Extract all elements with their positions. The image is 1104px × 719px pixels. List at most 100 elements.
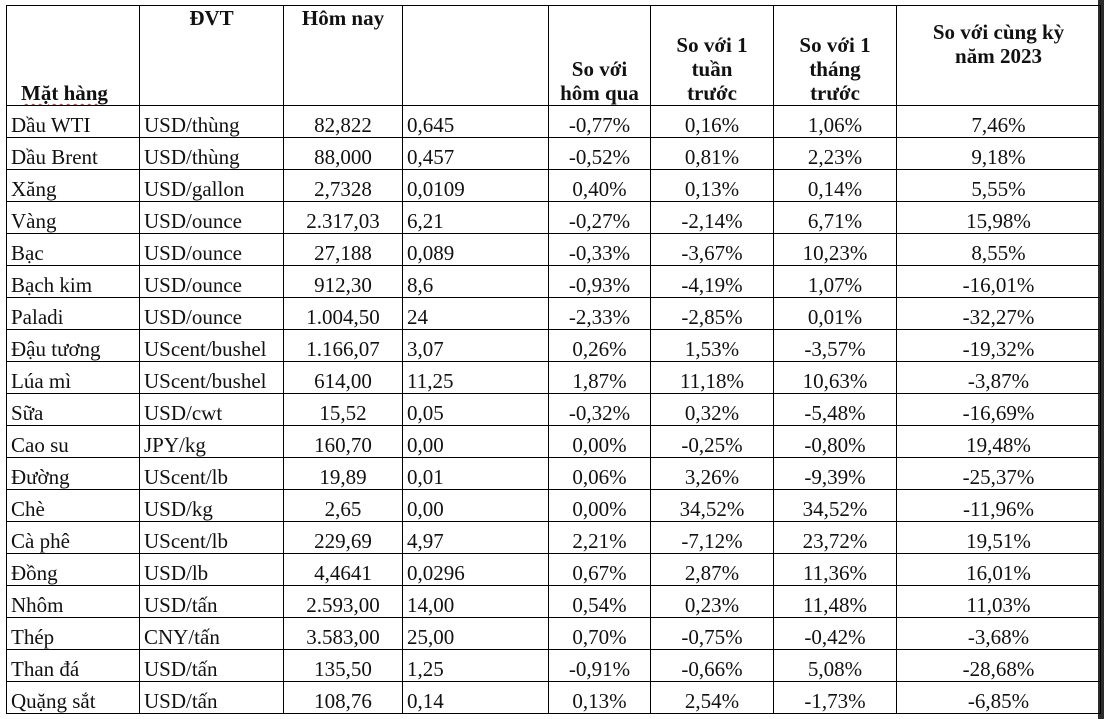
header-vs-year-line2: năm 2023: [955, 44, 1042, 68]
cell-item: Đường: [6, 457, 140, 490]
header-vs-month: So với 1 tháng trước: [773, 5, 897, 106]
cell-item: Đậu tương: [6, 329, 140, 362]
cell-vs-month: 10,63%: [773, 361, 897, 394]
cell-vs-year: 8,55%: [896, 233, 1101, 266]
cell-vs-month: 11,36%: [773, 553, 897, 586]
cell-today: 2.593,00: [283, 585, 403, 618]
cell-item: Quặng sắt: [6, 681, 140, 714]
cell-vs-year: -6,85%: [896, 681, 1101, 714]
cell-change: 0,089: [402, 233, 549, 266]
table-row: Lúa mì UScent/bushel 614,00 11,25 1,87% …: [6, 361, 1101, 394]
cell-vs-year: -28,68%: [896, 649, 1101, 682]
header-vs-week-line3: trước: [687, 81, 737, 105]
cell-today: 1.004,50: [283, 297, 403, 330]
header-today-label: Hôm nay: [301, 6, 385, 31]
cell-item: Nhôm: [6, 585, 140, 618]
cell-unit: USD/ounce: [139, 297, 284, 330]
cell-change: 14,00: [402, 585, 549, 618]
cell-change: 0,05: [402, 393, 549, 426]
cell-item: Thép: [6, 617, 140, 650]
cell-vs-year: 15,98%: [896, 201, 1101, 234]
cell-unit: USD/tấn: [139, 585, 284, 618]
cell-unit: USD/ounce: [139, 201, 284, 234]
table-row: Đồng USD/lb 4,4641 0,0296 0,67% 2,87% 11…: [6, 553, 1101, 586]
cell-vs-yesterday: -0,91%: [548, 649, 651, 682]
cell-vs-week: 0,23%: [650, 585, 774, 618]
header-vs-week: So với 1 tuần trước: [650, 5, 774, 106]
cell-change: 24: [402, 297, 549, 330]
cell-today: 27,188: [283, 233, 403, 266]
table-row: Đường UScent/lb 19,89 0,01 0,06% 3,26% -…: [6, 457, 1101, 490]
header-vs-month-line1: So với 1: [799, 33, 871, 57]
cell-vs-week: 34,52%: [650, 489, 774, 522]
cell-change: 0,645: [402, 105, 549, 138]
cell-unit: USD/ounce: [139, 233, 284, 266]
cell-vs-week: -2,85%: [650, 297, 774, 330]
cell-item: Cao su: [6, 425, 140, 458]
cell-vs-yesterday: 0,13%: [548, 681, 651, 714]
cell-today: 2,65: [283, 489, 403, 522]
cell-vs-yesterday: 0,67%: [548, 553, 651, 586]
cell-unit: USD/gallon: [139, 169, 284, 202]
cell-vs-year: 19,51%: [896, 521, 1101, 554]
cell-vs-month: 0,01%: [773, 297, 897, 330]
cell-unit: USD/tấn: [139, 681, 284, 714]
cell-vs-year: 5,55%: [896, 169, 1101, 202]
cell-change: 6,21: [402, 201, 549, 234]
cell-vs-month: 0,14%: [773, 169, 897, 202]
cell-change: 8,6: [402, 265, 549, 298]
cell-today: 88,000: [283, 137, 403, 170]
table-row: Dầu Brent USD/thùng 88,000 0,457 -0,52% …: [6, 137, 1101, 170]
cell-today: 19,89: [283, 457, 403, 490]
cell-unit: USD/ounce: [139, 265, 284, 298]
cell-vs-year: -16,01%: [896, 265, 1101, 298]
cell-vs-yesterday: -2,33%: [548, 297, 651, 330]
cell-vs-month: 6,71%: [773, 201, 897, 234]
cell-vs-yesterday: -0,52%: [548, 137, 651, 170]
cell-vs-month: 23,72%: [773, 521, 897, 554]
cell-vs-yesterday: 0,54%: [548, 585, 651, 618]
cell-vs-month: 11,48%: [773, 585, 897, 618]
cell-unit: UScent/bushel: [139, 361, 284, 394]
cell-vs-year: -3,68%: [896, 617, 1101, 650]
cell-vs-year: -3,87%: [896, 361, 1101, 394]
cell-vs-week: 2,87%: [650, 553, 774, 586]
cell-vs-year: 16,01%: [896, 553, 1101, 586]
cell-unit: USD/lb: [139, 553, 284, 586]
cell-item: Than đá: [6, 649, 140, 682]
cell-vs-year: 19,48%: [896, 425, 1101, 458]
table-row: Sữa USD/cwt 15,52 0,05 -0,32% 0,32% -5,4…: [6, 393, 1101, 426]
table-row: Bạc USD/ounce 27,188 0,089 -0,33% -3,67%…: [6, 233, 1101, 266]
cell-vs-week: -0,75%: [650, 617, 774, 650]
cell-today: 108,76: [283, 681, 403, 714]
cell-vs-week: 3,26%: [650, 457, 774, 490]
table-row: Paladi USD/ounce 1.004,50 24 -2,33% -2,8…: [6, 297, 1101, 330]
cell-vs-month: 1,07%: [773, 265, 897, 298]
header-vs-month-line2: tháng: [809, 57, 861, 81]
cell-unit: USD/thùng: [139, 105, 284, 138]
cell-vs-week: -3,67%: [650, 233, 774, 266]
cell-item: Lúa mì: [6, 361, 140, 394]
cell-vs-week: -7,12%: [650, 521, 774, 554]
cell-vs-month: 10,23%: [773, 233, 897, 266]
table-row: Than đá USD/tấn 135,50 1,25 -0,91% -0,66…: [6, 649, 1101, 682]
table-row: Dầu WTI USD/thùng 82,822 0,645 -0,77% 0,…: [6, 105, 1101, 138]
cell-today: 229,69: [283, 521, 403, 554]
header-unit: ĐVT: [139, 5, 284, 106]
cell-change: 0,457: [402, 137, 549, 170]
cell-item: Xăng: [6, 169, 140, 202]
table-row: Quặng sắt USD/tấn 108,76 0,14 0,13% 2,54…: [6, 681, 1101, 714]
cell-vs-month: 34,52%: [773, 489, 897, 522]
cell-vs-week: 11,18%: [650, 361, 774, 394]
cell-vs-week: 0,13%: [650, 169, 774, 202]
cell-today: 4,4641: [283, 553, 403, 586]
cell-unit: UScent/bushel: [139, 329, 284, 362]
cell-vs-year: -25,37%: [896, 457, 1101, 490]
cell-change: 3,07: [402, 329, 549, 362]
table-row: Thép CNY/tấn 3.583,00 25,00 0,70% -0,75%…: [6, 617, 1101, 650]
cell-change: 0,01: [402, 457, 549, 490]
cell-change: 4,97: [402, 521, 549, 554]
header-vs-yesterday: So với hôm qua: [548, 5, 651, 106]
cell-item: Bạc: [6, 233, 140, 266]
header-vs-week-line1: So với 1: [676, 33, 748, 57]
